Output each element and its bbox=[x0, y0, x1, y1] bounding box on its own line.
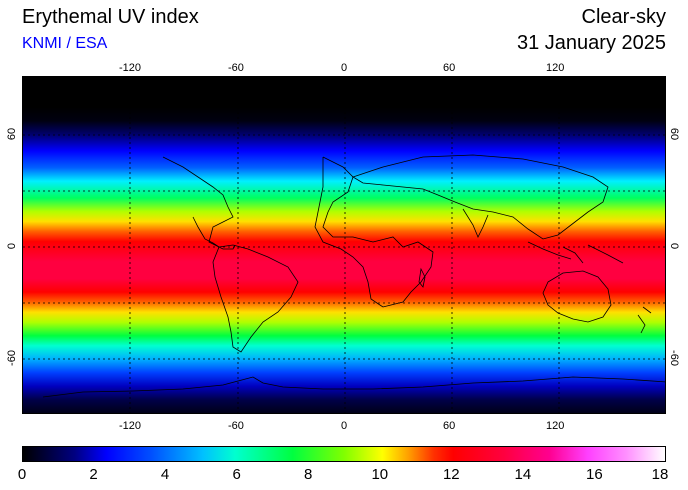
bottom-lon-tick: -120 bbox=[119, 420, 142, 432]
colorbar-label: 16 bbox=[586, 466, 603, 483]
top-lon-tick: -60 bbox=[228, 62, 244, 74]
colorbar-label: 8 bbox=[304, 466, 313, 483]
colorbar-label: 0 bbox=[17, 466, 27, 483]
colorbar-label: 2 bbox=[89, 466, 98, 483]
date-label: 31 January 2025 bbox=[516, 32, 666, 54]
colorbar-label: 14 bbox=[514, 466, 532, 483]
right-lat-tick: -60 bbox=[667, 350, 680, 366]
left-lat-tick: 0 bbox=[6, 242, 19, 250]
top-lon-tick: 120 bbox=[546, 62, 565, 74]
colorbar-label: 18 bbox=[651, 466, 669, 483]
map-title: Erythemal UV index bbox=[22, 6, 199, 28]
left-lat-tick: 60 bbox=[6, 127, 19, 141]
uv-colorbar bbox=[22, 446, 666, 462]
top-lon-tick: -120 bbox=[119, 62, 142, 74]
bottom-lon-tick: 60 bbox=[443, 420, 456, 432]
colorbar-label: 10 bbox=[371, 466, 389, 483]
right-lat-tick: 60 bbox=[668, 127, 681, 141]
bottom-lon-tick: 120 bbox=[546, 420, 565, 432]
bottom-lon-tick: 0 bbox=[341, 420, 348, 432]
colorbar-label: 4 bbox=[160, 466, 170, 483]
left-lat-tick: -60 bbox=[5, 350, 18, 366]
top-lon-tick: 0 bbox=[341, 62, 348, 74]
colorbar-label: 12 bbox=[442, 466, 460, 483]
bottom-lon-tick: -60 bbox=[228, 420, 244, 432]
sky-mode-label: Clear-sky bbox=[581, 6, 666, 28]
right-lat-tick: 0 bbox=[668, 242, 681, 250]
map-overlay bbox=[23, 77, 665, 413]
top-lon-tick: 60 bbox=[443, 62, 456, 74]
source-label: KNMI / ESA bbox=[22, 35, 108, 52]
colorbar-label: 6 bbox=[232, 466, 241, 483]
coastlines bbox=[42, 154, 665, 398]
uv-map bbox=[22, 76, 666, 414]
graticule bbox=[23, 77, 665, 413]
